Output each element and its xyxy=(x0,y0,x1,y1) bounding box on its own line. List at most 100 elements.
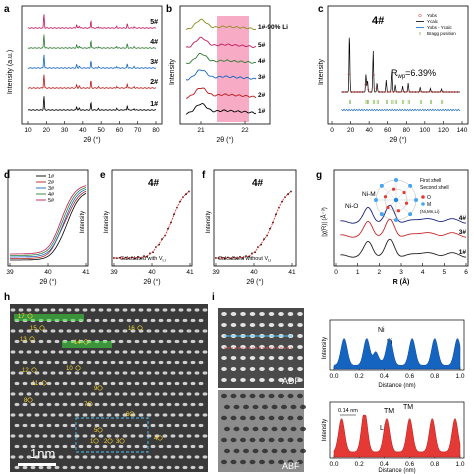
atom-column xyxy=(26,329,32,333)
atom-column xyxy=(186,329,192,333)
ycalc-curve xyxy=(341,37,461,93)
yobs-point xyxy=(406,90,409,93)
atom-column xyxy=(114,371,120,375)
adf-atom xyxy=(240,323,246,327)
abf-atom xyxy=(278,393,284,399)
selection-box xyxy=(75,417,149,453)
adf-atom xyxy=(297,378,303,382)
atom-column xyxy=(138,455,144,459)
xtick-label: 0 xyxy=(330,127,334,134)
atom-column xyxy=(42,434,48,438)
adf-atom xyxy=(297,345,303,349)
inset-atoms xyxy=(374,178,418,222)
atom-column xyxy=(38,360,44,365)
atom-label-11: 11 xyxy=(32,381,39,387)
atom-column xyxy=(190,360,196,365)
atom-column xyxy=(134,423,140,428)
atom-column xyxy=(82,434,88,438)
highlight-band-b xyxy=(217,16,249,122)
xtick-label: 41 xyxy=(186,269,194,276)
xlabel-g: R (Å) xyxy=(393,277,410,286)
yobs-point xyxy=(425,90,428,93)
atom-column xyxy=(142,318,148,323)
atom-column xyxy=(118,339,124,344)
atom-column xyxy=(166,444,172,449)
atom-lattice xyxy=(10,308,208,470)
atom-column xyxy=(98,329,104,333)
yobs-point xyxy=(378,90,381,93)
abf-atom xyxy=(240,393,246,399)
legend-m-marker xyxy=(421,202,425,206)
profile-bottom-area xyxy=(333,414,461,458)
xtick-label: 22 xyxy=(241,127,249,134)
inset-m: M xyxy=(427,202,431,208)
xticks-e: 39 40 41 xyxy=(110,263,194,276)
atom-column xyxy=(122,329,128,333)
atom-column xyxy=(162,371,168,375)
atom-column xyxy=(194,455,200,459)
atom-column xyxy=(98,371,104,375)
atom-label-2: 2 xyxy=(104,439,108,445)
atom-column xyxy=(58,413,64,417)
xtick-label: 0.6 xyxy=(405,373,414,380)
atom-label-17: 17 xyxy=(18,314,25,320)
curves-f xyxy=(215,190,293,260)
atom-column xyxy=(198,339,204,344)
atom-column xyxy=(146,434,152,438)
atom-column xyxy=(62,465,68,470)
atom-label-12: 12 xyxy=(22,368,29,374)
xtick-label: 10 xyxy=(24,127,32,134)
atom-column xyxy=(154,392,160,396)
atom-column xyxy=(42,455,48,459)
atom-column xyxy=(10,308,16,312)
atom-column xyxy=(54,423,60,428)
curve-d-2# xyxy=(10,190,87,259)
atom-column xyxy=(106,371,112,375)
atom-column xyxy=(118,444,124,449)
abf-atom xyxy=(243,448,249,454)
atom-column xyxy=(174,423,180,428)
adf-atom xyxy=(297,312,303,316)
atom-marker xyxy=(31,367,37,373)
atom-column xyxy=(78,465,84,470)
atom-column xyxy=(94,381,100,386)
adf-atom xyxy=(221,367,227,371)
adf-atom xyxy=(230,323,237,327)
atom-column xyxy=(58,434,64,438)
atom-column xyxy=(30,381,36,386)
atom-column xyxy=(134,465,140,470)
atom-column xyxy=(190,423,196,428)
atom-column xyxy=(142,381,148,386)
atom-column xyxy=(194,329,200,333)
abf-atom xyxy=(252,448,259,454)
yobs-point xyxy=(422,90,425,93)
scale-bar-label: 1nm xyxy=(30,446,55,461)
yobs-point xyxy=(439,90,442,93)
atom-marker xyxy=(129,411,135,417)
profile-bottom-li: Li xyxy=(380,425,386,432)
atom-column xyxy=(110,360,116,365)
abf-atom xyxy=(290,426,297,432)
atom-column xyxy=(14,465,20,470)
inset-nimnli: (Ni,Mn,Li) xyxy=(420,209,440,214)
atom-column xyxy=(138,434,144,438)
atom-column xyxy=(186,392,192,396)
atom-column xyxy=(50,434,56,438)
xtick-label: 30 xyxy=(61,127,69,134)
atom-column xyxy=(154,308,160,312)
atom-column xyxy=(194,392,200,396)
atom-column xyxy=(110,318,116,323)
xtick-label: 40 xyxy=(250,269,258,276)
adf-atom xyxy=(278,367,284,371)
profile-bottom-ylabel: Intensity xyxy=(322,419,328,441)
atom-column xyxy=(126,318,132,323)
atom-column xyxy=(86,465,92,470)
atom-column xyxy=(74,392,80,396)
series-label-2#: 2# xyxy=(150,79,158,86)
xtick-label: 80 xyxy=(152,127,160,134)
atom-column xyxy=(122,371,128,375)
series-labels-a: 5# 4# 3# 2# 1# xyxy=(150,19,158,108)
yobs-point xyxy=(356,90,359,93)
xticks-b: 21 22 xyxy=(197,121,249,134)
